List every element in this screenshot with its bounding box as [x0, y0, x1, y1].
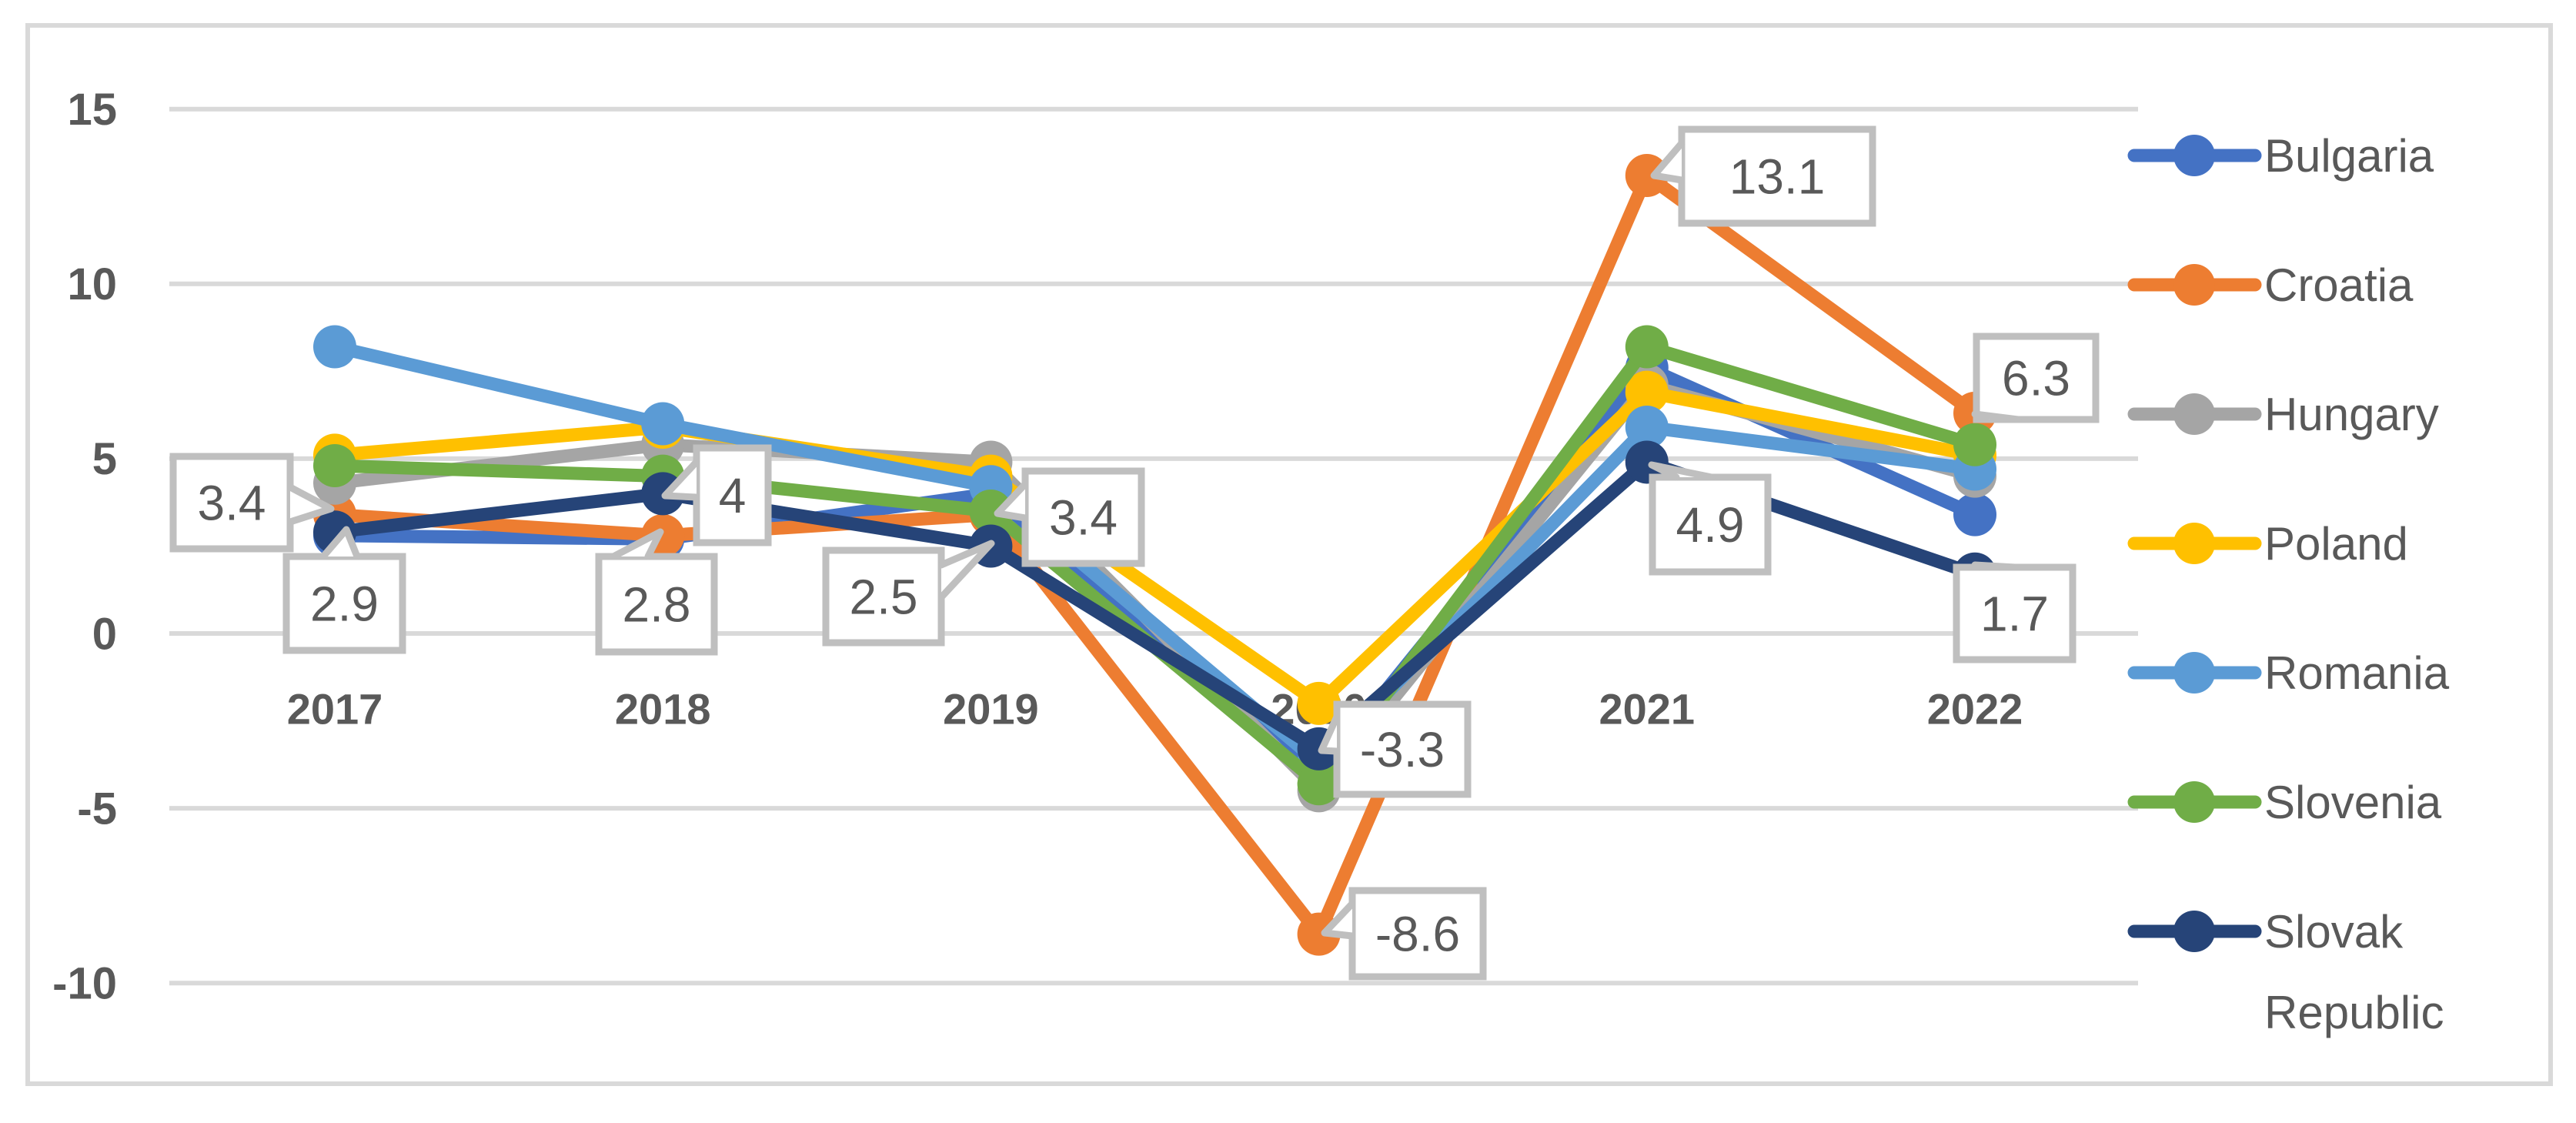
marker-romania-2018 — [641, 402, 685, 446]
legend-marker-poland — [2173, 523, 2215, 564]
chart-border — [25, 23, 2553, 1086]
x-axis-label-2017: 2017 — [287, 685, 383, 734]
marker-croatia-2021 — [1625, 153, 1669, 197]
callout-value: 4.9 — [1676, 497, 1745, 553]
y-axis-label-5: 5 — [92, 434, 117, 484]
marker-slovenia-2019 — [969, 490, 1013, 533]
marker-slovak-republic-2021 — [1625, 440, 1669, 484]
callout-pointer — [1971, 561, 2019, 571]
callout-value: 13.1 — [1729, 149, 1826, 204]
callout-box — [1021, 467, 1145, 567]
callout-value: 2.8 — [623, 577, 691, 632]
legend-item-croatia: Croatia — [2127, 259, 2414, 311]
legend-label-hungary: Hungary — [2264, 389, 2439, 440]
callout-value: -8.6 — [1375, 906, 1460, 961]
legend-item-slovak-republic: Slovak Republic — [2127, 906, 2444, 1038]
marker-slovenia-2020 — [1297, 762, 1341, 806]
callout-pointer — [610, 528, 664, 560]
legend-label-slovenia: Slovenia — [2264, 777, 2442, 828]
callout-value: 2.5 — [850, 569, 918, 624]
callout-pointer — [937, 540, 995, 601]
callout-pointer — [994, 480, 1029, 522]
marker-poland-2020 — [1297, 681, 1341, 725]
legend-item-poland: Poland — [2127, 518, 2408, 570]
data-label-slovak-republic-2019: 2.5 — [822, 540, 995, 647]
marker-slovenia-2022 — [1953, 423, 1996, 466]
legend-label-bulgaria: Bulgaria — [2264, 130, 2434, 182]
data-label-croatia-2017: 3.4 — [169, 453, 335, 553]
callout-pointer — [661, 458, 700, 501]
callout-box — [1973, 333, 2100, 423]
callout-value: 2.9 — [310, 576, 379, 631]
data-label-croatia-2022: 6.3 — [1971, 333, 2100, 423]
data-label-slovak-republic-2021: 4.9 — [1648, 461, 1772, 576]
y-axis-label--5: -5 — [77, 784, 117, 834]
data-label-croatia-2019: 3.4 — [994, 467, 1145, 567]
legend-marker-hungary — [2173, 393, 2215, 435]
legend-marker-bulgaria — [2173, 135, 2215, 176]
data-label-croatia-2018: 2.8 — [595, 528, 718, 656]
callout-pointer — [319, 526, 361, 560]
x-axis-label-2018: 2018 — [615, 685, 711, 734]
data-label-croatia-2020: -8.6 — [1321, 887, 1487, 981]
callout-pointer — [1971, 410, 2022, 423]
callout-pointer — [1321, 900, 1356, 940]
marker-romania-2017 — [313, 325, 356, 369]
legend-label-croatia: Croatia — [2264, 259, 2414, 311]
data-label-slovak-republic-2017: 2.9 — [282, 526, 406, 654]
callout-value: -3.3 — [1360, 722, 1445, 777]
callout-box — [282, 553, 406, 654]
x-axis-label-2019: 2019 — [943, 685, 1039, 734]
data-label-slovak-republic-2020: -3.3 — [1318, 700, 1472, 798]
callout-value: 6.3 — [2002, 350, 2070, 406]
series-line-romania — [328, 340, 1982, 770]
data-label-slovak-republic-2022: 1.7 — [1953, 561, 2077, 663]
x-axis-label-2021: 2021 — [1599, 685, 1696, 734]
legend-marker-slovak-republic — [2173, 911, 2215, 952]
callout-value: 1.7 — [1980, 586, 2049, 641]
callout-pointer — [286, 483, 335, 526]
legend-marker-slovenia — [2173, 781, 2215, 823]
callout-value: 3.4 — [1049, 490, 1118, 545]
marker-slovenia-2021 — [1625, 325, 1669, 369]
y-axis-label-0: 0 — [92, 609, 117, 659]
callout-pointer — [1318, 713, 1341, 755]
data-label-slovak-republic-2018: 4 — [661, 444, 772, 546]
marker-slovenia-2017 — [313, 443, 356, 487]
legend-marker-romania — [2173, 652, 2215, 694]
legend-label-poland: Poland — [2264, 518, 2408, 570]
marker-romania-2021 — [1625, 406, 1669, 450]
legend-marker-croatia — [2173, 264, 2215, 306]
y-axis-label--10: -10 — [52, 959, 117, 1009]
callout-pointer — [1648, 461, 1716, 481]
marker-bulgaria-2022 — [1953, 493, 1996, 536]
callout-pointer — [1650, 139, 1686, 184]
legend-label-slovak-republic-line2: Republic — [2264, 987, 2444, 1038]
marker-poland-2021 — [1625, 370, 1669, 414]
x-axis-label-2022: 2022 — [1927, 685, 2023, 734]
callout-box — [1678, 125, 1876, 227]
legend-label-romania: Romania — [2264, 647, 2450, 699]
callout-box — [1649, 473, 1772, 576]
legend-item-slovenia: Slovenia — [2127, 777, 2442, 828]
y-axis-label-10: 10 — [67, 259, 117, 309]
callout-box — [169, 453, 294, 553]
data-label-croatia-2021: 13.1 — [1650, 125, 1876, 227]
legend-label-slovak-republic-line1: Slovak — [2264, 906, 2404, 958]
callout-value: 3.4 — [198, 475, 266, 530]
series-line-poland — [328, 386, 1982, 710]
legend-item-romania: Romania — [2127, 647, 2450, 699]
y-axis-label-15: 15 — [67, 85, 117, 135]
legend-item-bulgaria: Bulgaria — [2127, 130, 2434, 182]
legend-item-hungary: Hungary — [2127, 389, 2439, 440]
callout-box — [595, 553, 718, 656]
callout-value: 4 — [719, 468, 747, 523]
callout-box — [1333, 700, 1472, 798]
